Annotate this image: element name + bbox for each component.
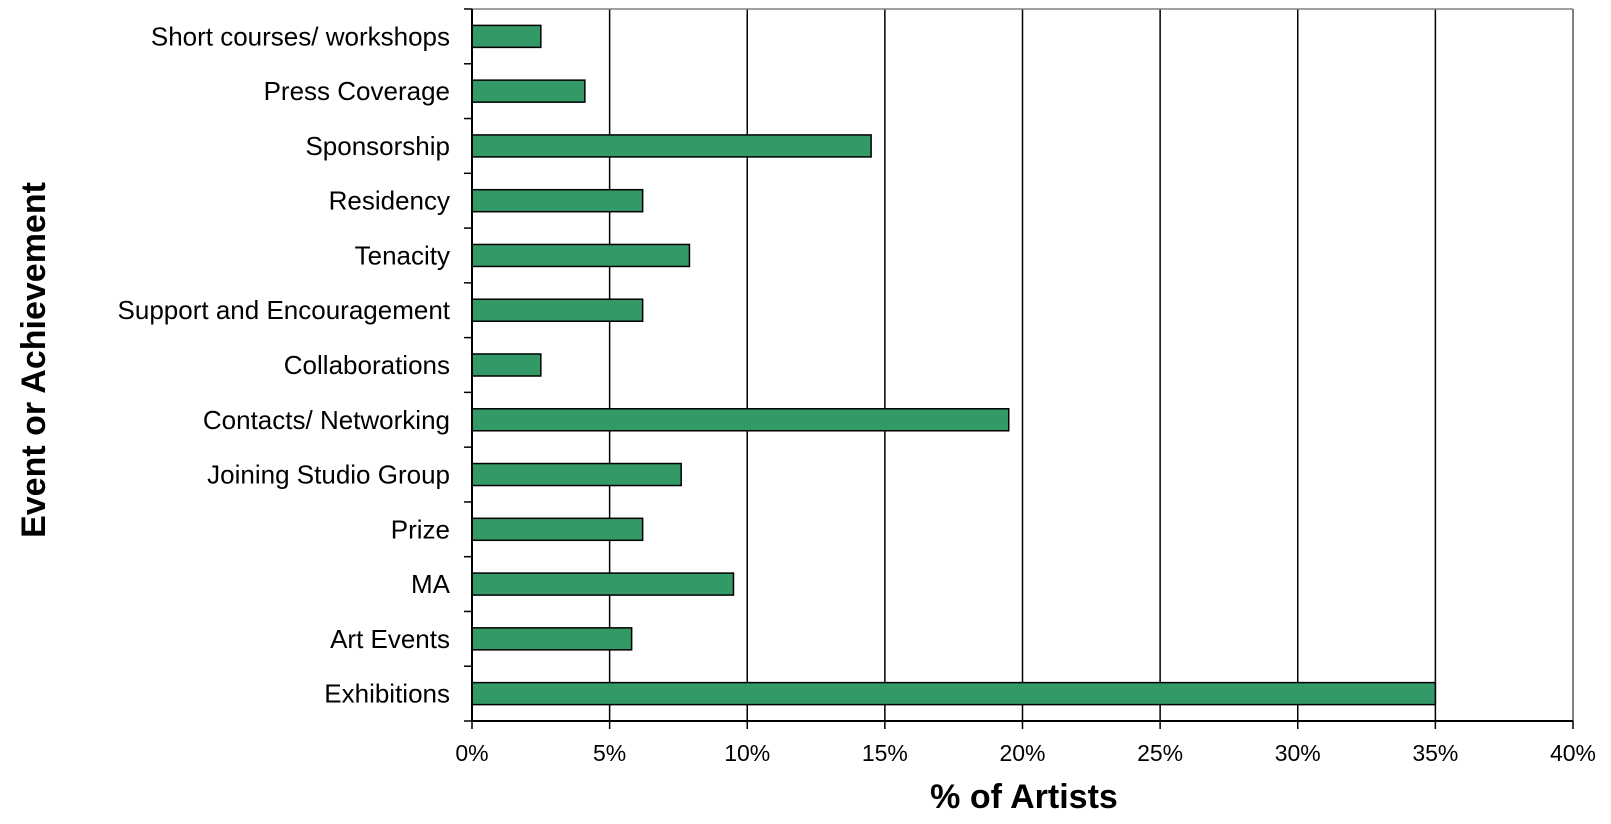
y-category-label: Collaborations bbox=[284, 350, 450, 380]
x-tick-label: 5% bbox=[593, 740, 626, 766]
y-category-label: Support and Encouragement bbox=[118, 295, 451, 325]
bar bbox=[471, 188, 644, 213]
y-category-label: MA bbox=[411, 569, 451, 599]
gridlines bbox=[608, 9, 1574, 721]
y-category-label: Exhibitions bbox=[324, 679, 450, 709]
y-category-label: Contacts/ Networking bbox=[203, 405, 450, 435]
bar bbox=[471, 298, 644, 322]
y-category-label: Residency bbox=[329, 186, 450, 216]
x-tick-label: 20% bbox=[999, 740, 1045, 766]
y-category-label: Joining Studio Group bbox=[207, 460, 450, 490]
bar bbox=[471, 243, 691, 268]
x-tick-label: 25% bbox=[1137, 740, 1183, 766]
bar bbox=[471, 627, 633, 651]
y-category-label: Art Events bbox=[330, 624, 450, 654]
bar bbox=[471, 517, 644, 542]
bar bbox=[471, 462, 682, 487]
x-tick-label: 35% bbox=[1412, 740, 1458, 766]
bar bbox=[471, 79, 586, 103]
bars bbox=[471, 24, 1437, 706]
y-category-label: Press Coverage bbox=[264, 76, 450, 106]
y-category-label: Short courses/ workshops bbox=[151, 21, 450, 51]
bar bbox=[471, 353, 542, 377]
bar bbox=[471, 24, 542, 49]
y-category-label: Prize bbox=[391, 514, 450, 544]
bar bbox=[471, 408, 1010, 432]
labels: 0% 5% 10% 15% 20% 25% 30% 35% 40% Short courses/ … bbox=[118, 21, 1596, 766]
bar bbox=[471, 681, 1437, 706]
bar bbox=[471, 572, 735, 596]
axes bbox=[464, 8, 1574, 729]
y-category-label: Sponsorship bbox=[305, 131, 450, 161]
x-tick-label: 30% bbox=[1275, 740, 1321, 766]
y-category-label: Tenacity bbox=[355, 240, 450, 270]
x-tick-label: 15% bbox=[862, 740, 908, 766]
x-axis-title: % of Artists bbox=[930, 778, 1118, 816]
x-tick-label: 10% bbox=[724, 740, 770, 766]
x-tick-label: 40% bbox=[1550, 740, 1596, 766]
x-tick-label: 0% bbox=[455, 740, 488, 766]
y-axis-title: Event or Achievement bbox=[15, 182, 53, 538]
bar bbox=[471, 134, 872, 158]
